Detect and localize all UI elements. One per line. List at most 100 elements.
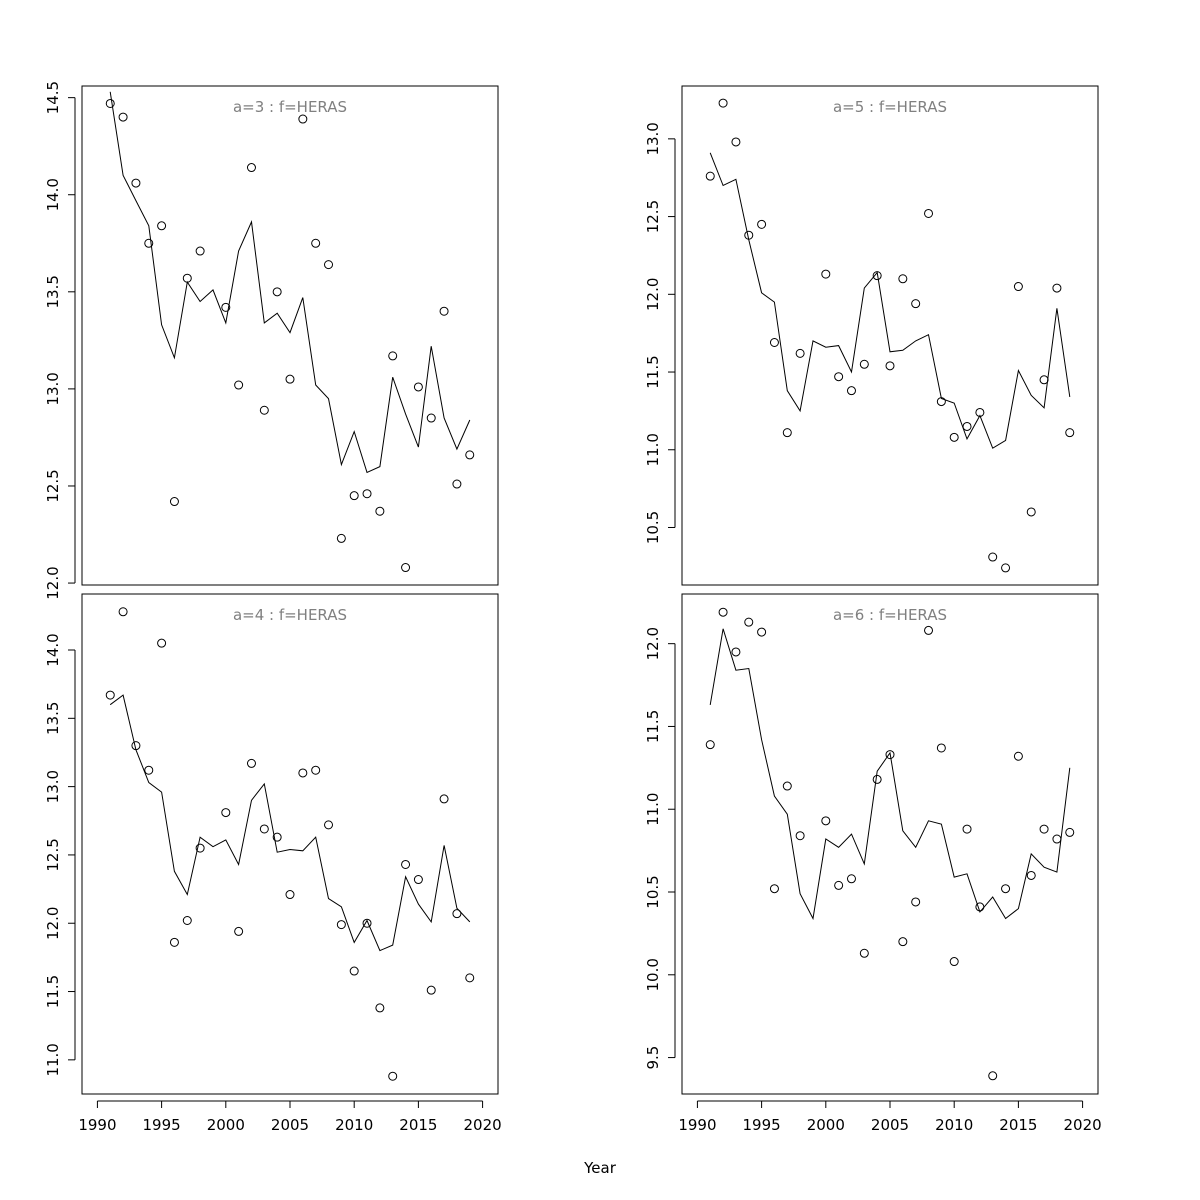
y-tick-label: 11.0 (644, 433, 662, 466)
panel-title: a=6 : f=HERAS (833, 606, 947, 624)
data-point (157, 638, 167, 648)
data-point (246, 758, 256, 768)
data-point (962, 421, 972, 431)
data-point (298, 768, 308, 778)
data-point (195, 246, 205, 256)
data-point (413, 875, 423, 885)
data-point (949, 957, 959, 967)
data-point (988, 552, 998, 562)
plot-frame (681, 593, 1099, 1095)
data-point (757, 627, 767, 637)
y-tick-label: 13.0 (44, 372, 62, 405)
data-point (324, 260, 334, 270)
panel-title: a=4 : f=HERAS (233, 606, 347, 624)
data-point (131, 178, 141, 188)
y-tick-label: 11.5 (44, 975, 62, 1008)
data-point (936, 743, 946, 753)
data-point (898, 937, 908, 947)
data-point (859, 359, 869, 369)
x-tick-label: 1990 (78, 1116, 116, 1134)
data-point (144, 238, 154, 248)
data-point (975, 902, 985, 912)
data-point (924, 625, 934, 635)
y-tick-label: 12.5 (44, 469, 62, 502)
data-point (234, 380, 244, 390)
data-point (426, 413, 436, 423)
x-axis-label: Year (583, 1159, 617, 1177)
panel-top-right: a=5 : f=HERAS 10.5 11.0 11.5 12.0 12.5 13.0 (644, 85, 1099, 586)
data-point (859, 948, 869, 958)
x-tick-label: 2000 (207, 1116, 245, 1134)
data-point (872, 774, 882, 784)
data-point (846, 386, 856, 396)
data-point (1039, 375, 1049, 385)
data-point (105, 98, 115, 108)
data-point (144, 765, 154, 775)
data-point (118, 607, 128, 617)
x-tick-label: 2010 (335, 1116, 373, 1134)
series-line (709, 152, 1071, 449)
data-point (349, 966, 359, 976)
data-point (872, 271, 882, 281)
y-tick-label: 14.0 (44, 633, 62, 666)
data-point (131, 741, 141, 751)
x-tick-label: 2005 (271, 1116, 309, 1134)
data-point (885, 750, 895, 760)
x-tick-label: 1995 (743, 1116, 781, 1134)
y-tick-label: 13.0 (44, 770, 62, 803)
data-point (782, 781, 792, 791)
data-point (718, 607, 728, 617)
data-point (731, 647, 741, 657)
y-tick-label: 12.0 (44, 907, 62, 940)
y-tick-label: 10.0 (644, 958, 662, 991)
data-point (1026, 870, 1036, 880)
data-point (311, 238, 321, 248)
data-point (169, 937, 179, 947)
y-tick-label: 10.5 (644, 511, 662, 544)
data-point (757, 219, 767, 229)
data-point (426, 985, 436, 995)
y-tick-label: 11.5 (644, 710, 662, 743)
data-point (744, 617, 754, 627)
data-point (285, 890, 295, 900)
data-point (336, 533, 346, 543)
data-point (388, 351, 398, 361)
data-point (349, 491, 359, 501)
y-tick-label: 14.0 (44, 178, 62, 211)
data-point (911, 299, 921, 309)
data-point (439, 794, 449, 804)
data-point (401, 859, 411, 869)
data-point (401, 563, 411, 573)
data-point (375, 506, 385, 516)
data-point (962, 824, 972, 834)
data-point (234, 926, 244, 936)
data-point (911, 897, 921, 907)
y-tick-label: 13.5 (44, 275, 62, 308)
data-point (221, 302, 231, 312)
data-point (834, 880, 844, 890)
y-tick-label: 12.0 (644, 278, 662, 311)
data-point (769, 884, 779, 894)
data-point (439, 306, 449, 316)
data-point (1001, 563, 1011, 573)
data-point (285, 374, 295, 384)
series-line (109, 694, 471, 952)
data-point (298, 114, 308, 124)
data-point (744, 230, 754, 240)
data-point (118, 112, 128, 122)
series-line (709, 628, 1071, 921)
data-point (949, 432, 959, 442)
data-point (782, 428, 792, 438)
y-tick-label: 10.5 (644, 875, 662, 908)
data-point (924, 208, 934, 218)
x-tick-label: 1995 (143, 1116, 181, 1134)
y-tick-label: 11.0 (644, 793, 662, 826)
data-point (362, 918, 372, 928)
data-point (195, 843, 205, 853)
data-point (936, 397, 946, 407)
data-point (1039, 824, 1049, 834)
data-point (452, 479, 462, 489)
y-tick-label: 11.5 (644, 355, 662, 388)
